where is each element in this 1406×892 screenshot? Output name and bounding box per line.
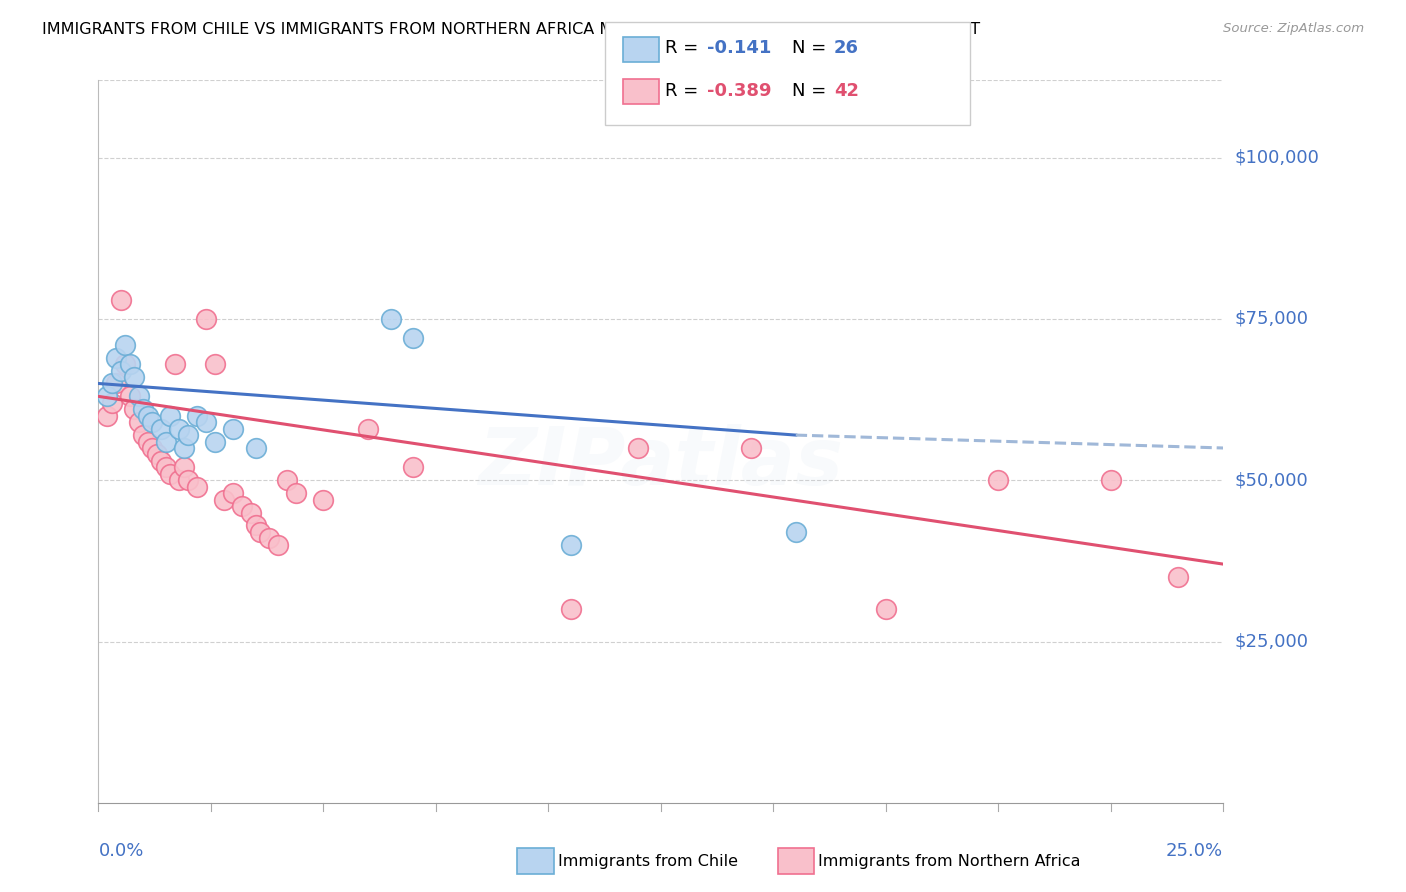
Point (1099, 473, 1122, 487)
Point (380, 312, 402, 326)
Point (173, 441, 195, 455)
Point (173, 460, 195, 475)
Text: 42: 42 (834, 82, 859, 100)
Point (240, 506, 263, 520)
Point (245, 441, 267, 455)
Text: 0.0%: 0.0% (98, 842, 143, 860)
Point (560, 538, 582, 552)
Point (249, 524, 271, 539)
Text: $25,000: $25,000 (1234, 632, 1309, 650)
Point (114, 357, 136, 371)
Point (177, 428, 200, 442)
Text: -0.389: -0.389 (707, 82, 772, 100)
Point (186, 409, 208, 423)
Point (987, 473, 1010, 487)
Point (231, 499, 253, 513)
Point (96, 389, 118, 403)
Point (169, 473, 191, 487)
Text: Source: ZipAtlas.com: Source: ZipAtlas.com (1223, 22, 1364, 36)
Point (128, 415, 150, 429)
Point (105, 376, 128, 391)
Point (875, 602, 897, 616)
Point (357, 422, 380, 436)
Point (118, 357, 141, 371)
Point (204, 357, 226, 371)
Point (169, 422, 191, 436)
Point (105, 351, 128, 365)
Point (740, 441, 762, 455)
Point (195, 415, 218, 429)
Point (785, 524, 807, 539)
Text: 26: 26 (834, 39, 859, 57)
Text: R =: R = (665, 82, 704, 100)
Point (259, 531, 281, 545)
Point (150, 422, 173, 436)
Text: Immigrants from Chile: Immigrants from Chile (558, 855, 738, 869)
Point (214, 492, 236, 507)
Text: -0.141: -0.141 (707, 39, 772, 57)
Point (141, 441, 163, 455)
Point (118, 389, 141, 403)
Point (267, 538, 290, 552)
Point (150, 454, 173, 468)
Point (312, 492, 335, 507)
Text: $50,000: $50,000 (1234, 471, 1308, 489)
Point (163, 357, 186, 371)
Point (1167, 570, 1189, 584)
Point (177, 473, 200, 487)
Text: 25.0%: 25.0% (1166, 842, 1223, 860)
Point (110, 363, 132, 377)
Point (159, 409, 181, 423)
Text: N =: N = (792, 39, 831, 57)
Text: IMMIGRANTS FROM CHILE VS IMMIGRANTS FROM NORTHERN AFRICA MEDIAN MALE EARNINGS CO: IMMIGRANTS FROM CHILE VS IMMIGRANTS FROM… (42, 22, 980, 37)
Point (101, 376, 124, 391)
Point (96, 409, 118, 423)
Point (110, 293, 132, 307)
Text: Immigrants from Northern Africa: Immigrants from Northern Africa (818, 855, 1081, 869)
Text: N =: N = (792, 82, 831, 100)
Point (155, 460, 177, 475)
Point (204, 434, 226, 449)
Text: R =: R = (665, 39, 704, 57)
Point (128, 389, 150, 403)
Point (114, 338, 136, 352)
Point (245, 518, 267, 533)
Point (222, 486, 245, 500)
Point (155, 434, 177, 449)
Point (285, 486, 308, 500)
Point (186, 480, 208, 494)
Point (136, 409, 159, 423)
Point (101, 396, 124, 410)
Point (132, 402, 155, 417)
Point (136, 434, 159, 449)
Point (141, 415, 163, 429)
Point (222, 422, 245, 436)
Point (132, 428, 155, 442)
Point (627, 441, 650, 455)
Point (146, 447, 169, 461)
Point (124, 370, 146, 384)
Text: $75,000: $75,000 (1234, 310, 1309, 328)
Point (402, 460, 425, 475)
Point (402, 331, 425, 345)
Point (276, 473, 298, 487)
Point (159, 467, 181, 481)
Point (124, 402, 146, 417)
Text: $100,000: $100,000 (1234, 149, 1319, 167)
Text: ZIPatlas: ZIPatlas (478, 425, 844, 502)
Point (195, 312, 218, 326)
Point (560, 602, 582, 616)
